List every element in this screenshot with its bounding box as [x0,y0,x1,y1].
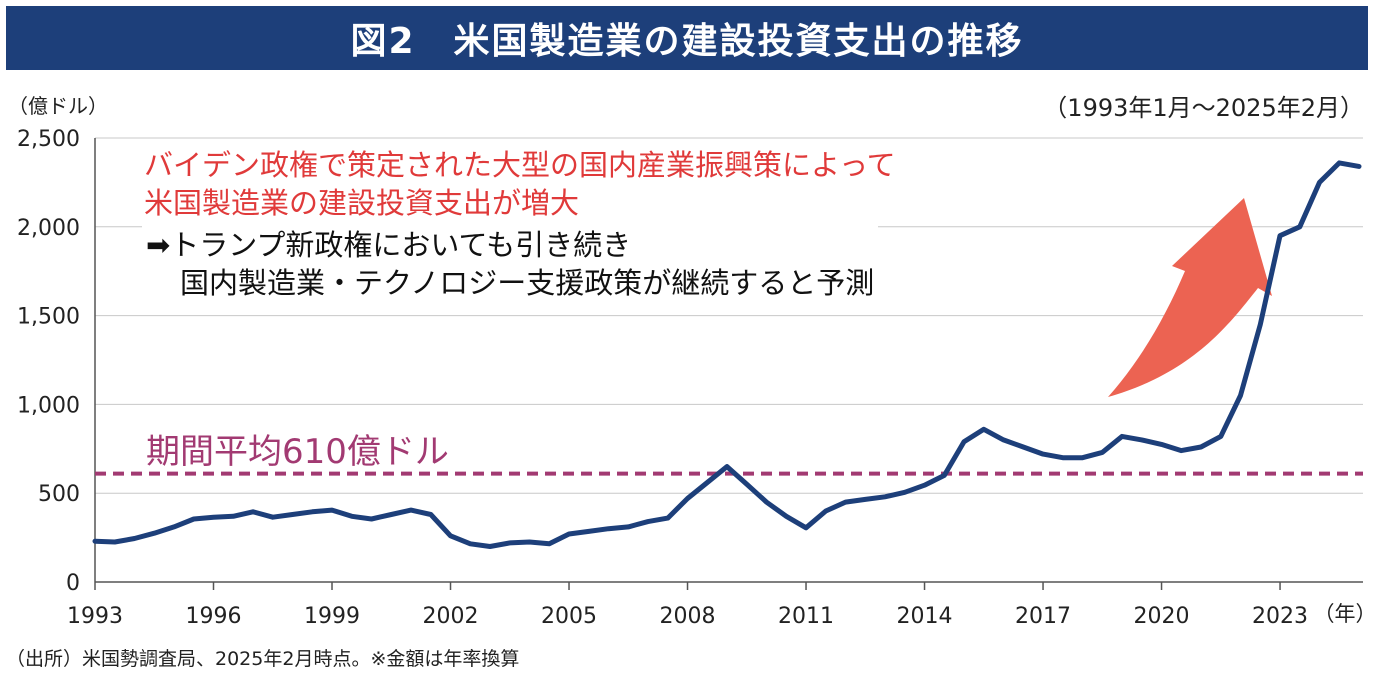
x-tick-label: 1996 [186,604,242,629]
annotation-black: ➡トランプ新政権においても引き続き 国内製造業・テクノロジー支援政策が継続すると… [142,226,879,302]
series-line [92,160,1362,549]
x-axis-label: （年） [1314,602,1374,626]
average-label: 期間平均610億ドル [146,432,449,472]
y-tick-label: 2,000 [17,216,80,241]
x-tick-label: 2011 [778,604,834,629]
y-tick-label: 0 [66,571,80,596]
period-label: （1993年1月～2025年2月） [1043,94,1364,122]
y-tick-label: 500 [38,482,80,507]
annotation-red-line-2: 米国製造業の建設投資支出が増大 [144,186,580,220]
x-tick-label: 2023 [1252,604,1308,629]
x-tick-label: 2002 [423,604,479,629]
page-title: 図2 米国製造業の建設投資支出の推移 [350,21,1024,62]
y-tick-label: 2,500 [17,127,80,152]
growth-arrow [1108,198,1272,397]
x-tick-label: 1993 [67,604,123,629]
x-tick-label: 2005 [541,604,597,629]
source-note: （出所）米国勢調査局、2025年2月時点。※金額は年率換算 [6,648,520,670]
y-tick-label: 1,500 [17,305,80,330]
annotation-red-line-1: バイデン政権で策定された大型の国内産業振興策によって [144,148,896,182]
x-tick-label: 1999 [304,604,360,629]
title-bar: 図2 米国製造業の建設投資支出の推移 [6,6,1368,70]
x-tick-label: 2008 [660,604,716,629]
x-tick-label: 2014 [897,604,953,629]
y-axis-unit-label: （億ドル） [8,94,108,118]
y-tick-label: 1,000 [17,393,80,418]
line-chart: 0 500 1,000 1,500 2,000 2,500 1993 1996 1999 2002… [17,127,1374,629]
annotation-black-line-1: ➡トランプ新政権においても引き続き [146,228,632,262]
x-tick-label: 2020 [1134,604,1190,629]
annotation-red: バイデン政権で策定された大型の国内産業振興策によって 米国製造業の建設投資支出が… [140,146,906,222]
annotation-black-line-2: 国内製造業・テクノロジー支援政策が継続すると予測 [180,266,875,300]
x-tick-label: 2017 [1015,604,1071,629]
